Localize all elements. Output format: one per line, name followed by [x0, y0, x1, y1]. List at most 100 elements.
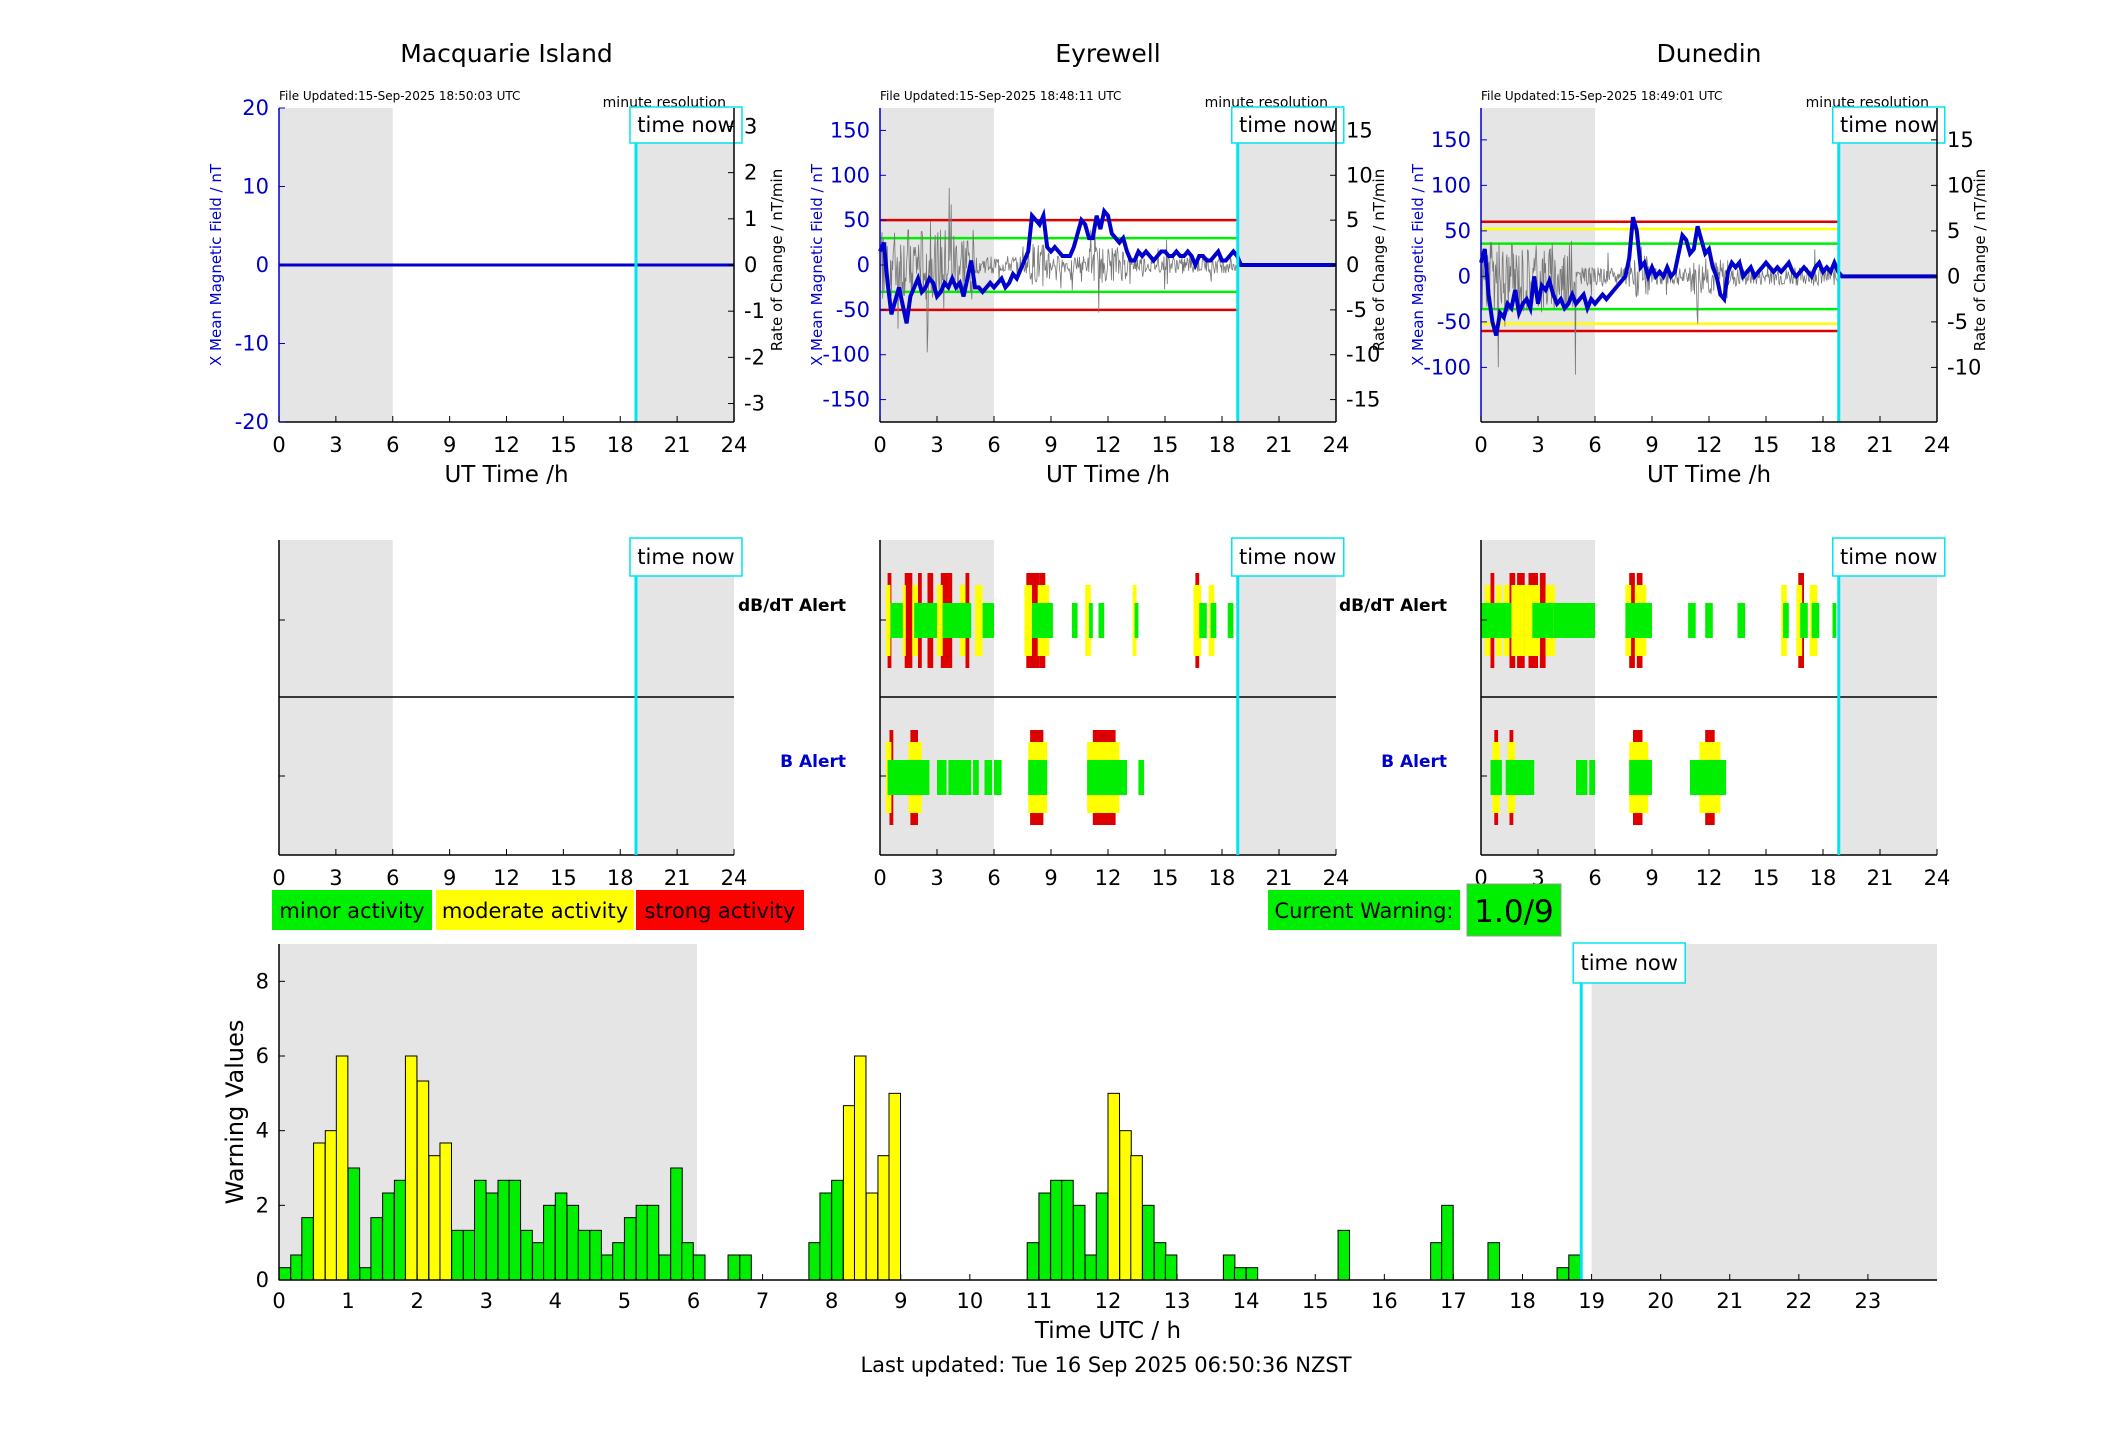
y2-tick-label: -10	[1346, 343, 1380, 367]
x-tick-label: 15	[1152, 866, 1179, 890]
y2-tick-label: 3	[744, 114, 757, 138]
alert-panel-2: time now 0 3 6 9 12 15 18 21 24	[873, 537, 1349, 890]
b-alert-mark	[994, 760, 1002, 795]
y-tick-label: 150	[830, 118, 870, 142]
warning-bar	[393, 1179, 407, 1281]
time-now-label: time now	[637, 113, 734, 137]
dbdt-alert-mark	[1085, 585, 1091, 656]
y-tick-label: 50	[843, 208, 870, 232]
dbdt-alert-mark	[890, 603, 903, 638]
legend-label-minor: minor activity	[279, 899, 424, 923]
b-alert-mark	[1505, 760, 1535, 795]
b-alert-mark	[1028, 760, 1048, 795]
x-axis-label: UT Time /h	[1647, 462, 1771, 488]
x-tick-label: 12	[1696, 433, 1723, 457]
warning-bar	[888, 1092, 902, 1281]
alert-panel-1: time now 0 3 6 9 12 15 18 21 24	[272, 537, 748, 890]
y2-tick-label: 0	[744, 253, 757, 277]
y-axis-label: Warning Values	[221, 1020, 249, 1205]
time-now-box	[1572, 942, 1686, 984]
y-tick-label: 8	[256, 969, 269, 993]
b-alert-mark	[1490, 760, 1502, 795]
x-tick-label: 9	[1044, 866, 1057, 890]
file-updated: File Updated:15-Sep-2025 18:48:11 UTC	[880, 89, 1121, 103]
mean-field-series	[878, 206, 1336, 324]
x-tick-label: 15	[550, 433, 577, 457]
x-tick-label: 11	[1026, 1289, 1053, 1313]
time-now-box	[629, 537, 743, 577]
y2-tick-label: -10	[1947, 355, 1981, 379]
y-tick-label: 0	[256, 1268, 269, 1292]
y-tick-label: 20	[242, 96, 269, 120]
warning-bar	[727, 1254, 741, 1281]
y2-tick-label: 15	[1947, 128, 1974, 152]
y2-tick-label: 5	[1346, 208, 1359, 232]
y2-tick-label: 0	[1947, 264, 1960, 288]
y-axis-label: X Mean Magnetic Field / nT	[1409, 163, 1427, 366]
warning-bar	[1568, 1254, 1581, 1281]
warning-bar	[1337, 1229, 1351, 1281]
y-tick-label: -100	[1423, 355, 1471, 379]
time-now-box	[1832, 106, 1946, 144]
x-tick-label: 20	[1647, 1289, 1674, 1313]
warning-bar	[532, 1242, 545, 1281]
warning-bar	[1556, 1267, 1570, 1281]
warning-bar	[1038, 1192, 1051, 1281]
dbdt-alert-mark	[1210, 603, 1217, 638]
y2-tick-label: 10	[1947, 173, 1974, 197]
x-tick-label: 21	[664, 866, 691, 890]
dbdt-alert-mark	[885, 585, 891, 656]
x-tick-label: 13	[1164, 1289, 1191, 1313]
b-alert-label: B Alert	[1381, 752, 1447, 772]
warning-bar	[485, 1192, 499, 1281]
warning-bar	[566, 1204, 580, 1281]
y2-tick-label: 1	[744, 207, 757, 231]
x-tick-label: 7	[756, 1289, 769, 1313]
time-now-label: time now	[1840, 113, 1937, 137]
warning-bar	[290, 1254, 303, 1281]
x-tick-label: 6	[1588, 433, 1601, 457]
x-tick-label: 16	[1371, 1289, 1398, 1313]
warning-bar	[853, 1055, 867, 1281]
b-alert-mark	[1576, 760, 1588, 795]
y-tick-label: 2	[256, 1193, 269, 1217]
b-alert-mark	[1629, 760, 1652, 795]
warning-bar	[520, 1229, 533, 1281]
x-axis-label: Time UTC / h	[1034, 1318, 1181, 1344]
warning-bar	[359, 1267, 372, 1281]
x-tick-label: 9	[443, 866, 456, 890]
warning-bar	[670, 1167, 683, 1281]
y2-tick-label: -5	[1947, 310, 1968, 334]
dbdt-alert-mark	[1532, 603, 1554, 638]
y2-axis-label: Rate of Change / nT/min	[1971, 169, 1989, 351]
warning-bar	[462, 1229, 476, 1281]
x-tick-label: 24	[721, 866, 748, 890]
mean-field-series	[1479, 216, 1937, 337]
y2-tick-label: 0	[1346, 253, 1359, 277]
b-alert-mark	[1087, 760, 1127, 795]
b-alert-label: B Alert	[780, 752, 846, 772]
warning-bar	[589, 1229, 602, 1281]
dbdt-alert-mark	[937, 585, 943, 656]
warning-bar	[819, 1192, 832, 1281]
y2-axis-label: Rate of Change / nT/min	[768, 169, 786, 351]
x-axis-label: UT Time /h	[1046, 462, 1170, 488]
x-tick-label: 3	[329, 866, 342, 890]
file-updated: File Updated:15-Sep-2025 18:50:03 UTC	[279, 89, 520, 103]
y-tick-label: -50	[836, 298, 870, 322]
x-tick-label: 0	[272, 866, 285, 890]
dbdt-alert-mark	[1071, 603, 1078, 638]
x-tick-label: 24	[1323, 433, 1350, 457]
current-warning-value: 1.0/9	[1474, 894, 1553, 930]
time-now-box	[1231, 106, 1345, 144]
warning-bar	[842, 1105, 856, 1281]
y2-tick-label: -5	[1346, 298, 1367, 322]
warning-bar	[1487, 1242, 1500, 1281]
time-now-label: time now	[1840, 545, 1937, 569]
activity-legend: minor activity moderate activity strong …	[272, 890, 804, 930]
shaded-region	[1481, 108, 1595, 422]
time-now-label: time now	[1239, 545, 1336, 569]
dbdt-alert-mark	[975, 585, 983, 656]
dbdt-alert-mark	[1032, 603, 1053, 638]
dbdt-alert-mark	[1642, 603, 1652, 638]
